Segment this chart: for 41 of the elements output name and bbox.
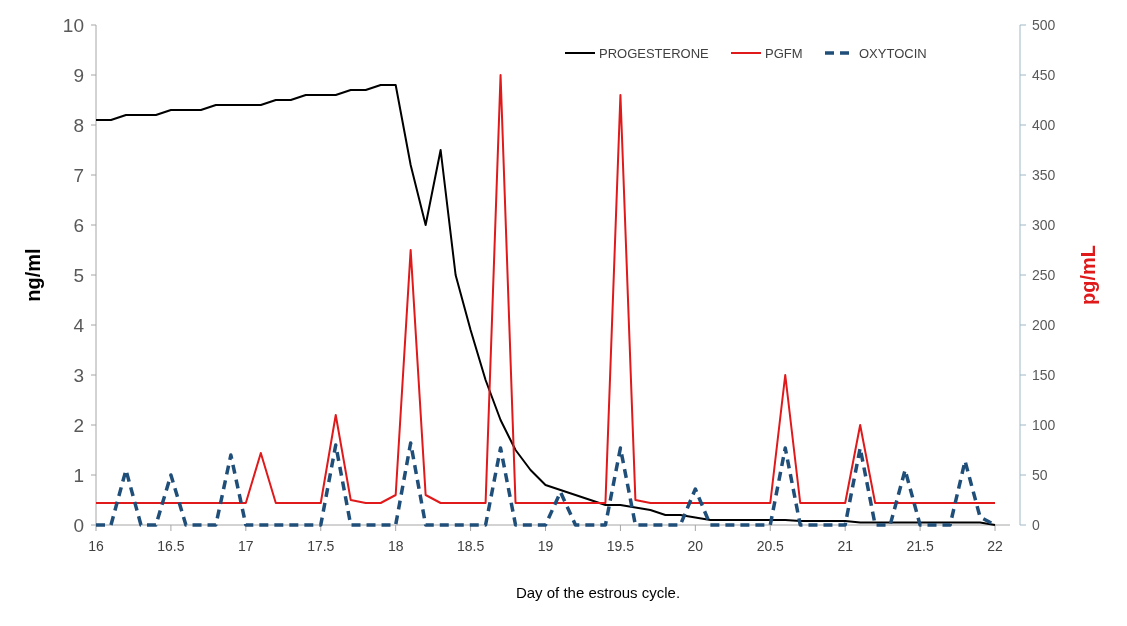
x-tick-label: 21.5 bbox=[906, 538, 934, 554]
x-tick-label: 17 bbox=[238, 538, 254, 554]
y-tick-label: 0 bbox=[73, 514, 84, 536]
y2-tick-label: 150 bbox=[1032, 366, 1056, 383]
y-tick-label: 10 bbox=[62, 14, 84, 36]
x-tick-label: 16.5 bbox=[157, 538, 185, 554]
y2-tick-label: 0 bbox=[1032, 516, 1040, 533]
y-axis-title: ng/ml bbox=[22, 248, 44, 302]
x-tick-label: 19 bbox=[537, 538, 554, 554]
x-axis-title: Day of the estrous cycle. bbox=[515, 584, 681, 601]
x-tick-label: 18 bbox=[387, 538, 404, 554]
x-tick-label: 18.5 bbox=[456, 538, 485, 554]
y2-tick-label: 400 bbox=[1032, 116, 1056, 133]
y2-tick-label: 350 bbox=[1032, 166, 1056, 183]
y-tick-label: 7 bbox=[73, 164, 84, 186]
y2-tick-label: 250 bbox=[1032, 266, 1056, 283]
y2-tick-label: 500 bbox=[1032, 16, 1056, 33]
y2-tick-label: 50 bbox=[1032, 466, 1048, 483]
x-tick-label: 17.5 bbox=[307, 538, 335, 554]
y2-tick-label: 100 bbox=[1032, 416, 1056, 433]
x-tick-label: 22 bbox=[987, 538, 1004, 554]
y-tick-label: 2 bbox=[73, 414, 84, 436]
y-tick-label: 8 bbox=[73, 114, 84, 136]
x-tick-label: 16 bbox=[88, 538, 104, 554]
y-tick-label: 3 bbox=[73, 364, 84, 386]
y-tick-label: 4 bbox=[73, 314, 85, 336]
legend-label: OXYTOCIN bbox=[859, 45, 927, 61]
legend-label: PROGESTERONE bbox=[599, 45, 710, 61]
x-tick-label: 20.5 bbox=[756, 538, 785, 554]
y2-tick-label: 450 bbox=[1032, 66, 1056, 83]
y2-tick-label: 300 bbox=[1032, 216, 1056, 233]
y2-tick-label: 200 bbox=[1032, 316, 1056, 333]
legend-label: PGFM bbox=[765, 45, 803, 61]
x-tick-label: 20 bbox=[687, 538, 704, 554]
y-tick-label: 6 bbox=[73, 214, 84, 236]
x-tick-label: 21 bbox=[837, 538, 854, 554]
y-tick-label: 9 bbox=[73, 64, 84, 86]
y2-axis-title: pg/mL bbox=[1077, 245, 1099, 305]
y-tick-label: 5 bbox=[73, 264, 84, 286]
x-tick-label: 19.5 bbox=[606, 538, 635, 554]
y-tick-label: 1 bbox=[73, 464, 84, 486]
